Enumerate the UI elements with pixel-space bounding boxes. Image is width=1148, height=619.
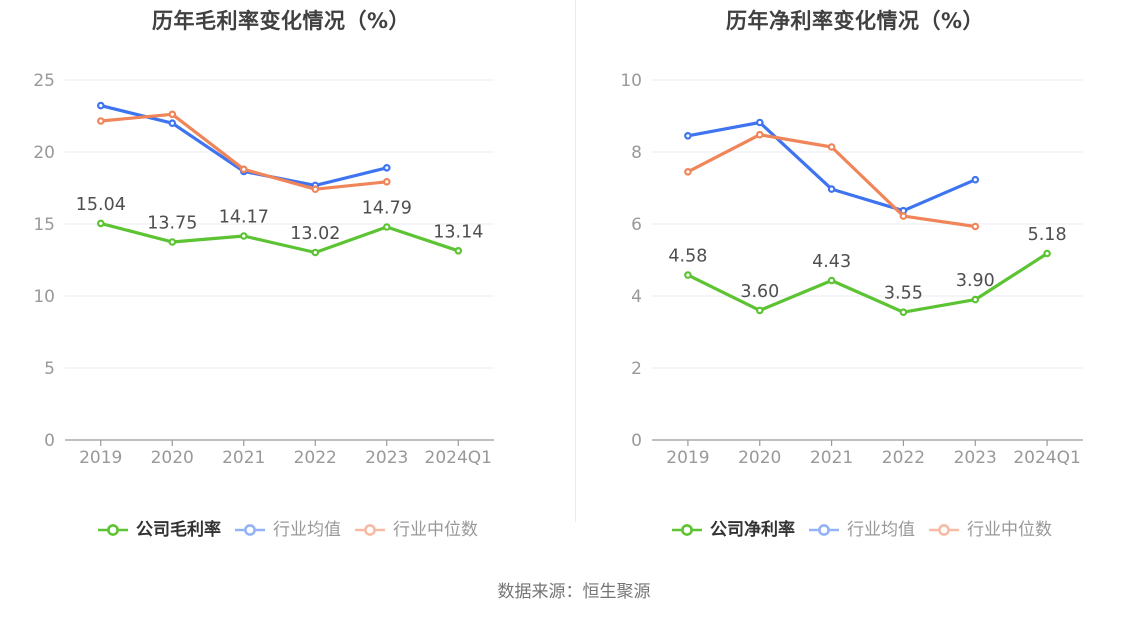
gross-margin-panel: 0 5 10 15 20 25 2019 2020 2021 2022 2023 2024Q1 15.0… (0, 0, 574, 560)
data-point-marker[interactable] (97, 219, 105, 228)
data-point-marker[interactable] (756, 118, 764, 127)
data-point-label: 14.17 (219, 208, 269, 228)
x-axis-tick-label: 2019 (79, 448, 122, 468)
y-axis-tick-label: 2 (631, 359, 642, 379)
data-point-marker[interactable] (971, 222, 980, 231)
y-axis-tick-label: 25 (33, 71, 55, 91)
data-point-marker[interactable] (971, 295, 980, 304)
y-axis-tick-label: 10 (33, 287, 55, 307)
data-point-marker[interactable] (827, 185, 836, 193)
legend-label: 行业均值 (273, 520, 341, 540)
series-line (686, 120, 977, 213)
data-point-label: 4.43 (812, 252, 851, 272)
legend-line-marker-icon (98, 524, 128, 536)
data-point-marker[interactable] (899, 308, 908, 317)
x-axis-tick-label: 2024Q1 (1013, 448, 1080, 468)
data-point-marker[interactable] (168, 119, 177, 128)
y-axis-tick-label: 5 (44, 359, 55, 379)
gross-margin-chart-title: 历年毛利率变化情况（%） (151, 9, 411, 33)
legend-item-1[interactable]: 行业均值 (807, 520, 915, 540)
y-axis-tick-label: 15 (33, 215, 55, 235)
x-axis-tick-label: 2020 (738, 448, 781, 468)
legend-label: 公司净利率 (710, 520, 795, 540)
x-axis-tick-label: 2021 (810, 448, 853, 468)
legend-item-1[interactable]: 行业均值 (233, 520, 341, 540)
legend-line-marker-icon (355, 524, 385, 536)
x-axis-tick-label: 2021 (222, 448, 265, 468)
data-point-marker[interactable] (311, 248, 320, 257)
data-point-label: 15.04 (76, 195, 126, 215)
data-point-marker[interactable] (684, 168, 692, 176)
y-axis-tick-label: 8 (631, 143, 642, 163)
data-point-marker[interactable] (382, 164, 391, 172)
legend-label: 行业中位数 (967, 520, 1052, 540)
legend-label: 行业均值 (847, 520, 915, 540)
panel-divider (575, 0, 576, 522)
data-point-marker[interactable] (827, 276, 836, 285)
data-point-marker[interactable] (97, 101, 105, 110)
data-point-label: 13.75 (147, 214, 197, 234)
data-point-marker[interactable] (971, 175, 980, 184)
series-line (99, 221, 460, 255)
net-margin-panel: 0 2 4 6 8 10 2019 2020 2021 2022 2023 2024Q1 4.58 3.6… (574, 0, 1148, 560)
y-axis-tick-label: 4 (631, 287, 642, 307)
data-point-label: 3.60 (740, 282, 779, 302)
data-point-marker[interactable] (756, 306, 764, 315)
gross-margin-line-chart: 0 5 10 15 20 25 2019 2020 2021 2022 2023 2024Q1 15.0… (33, 71, 494, 468)
net-margin-legend: 公司净利率 行业均值 行业中位数 (574, 516, 1148, 544)
net-margin-chart-title: 历年净利率变化情况（%） (725, 9, 985, 33)
gross-margin-legend: 公司毛利率 行业均值 行业中位数 (0, 516, 574, 544)
data-point-marker[interactable] (240, 232, 248, 240)
data-point-marker[interactable] (454, 247, 463, 255)
legend-item-2[interactable]: 行业中位数 (927, 520, 1052, 540)
legend-label: 公司毛利率 (136, 520, 221, 540)
y-axis-tick-label: 20 (33, 143, 55, 163)
data-point-marker[interactable] (827, 143, 836, 151)
data-point-label: 4.58 (668, 247, 707, 267)
x-axis-tick-label: 2019 (666, 448, 709, 468)
x-axis-tick-label: 2024Q1 (425, 448, 492, 468)
y-axis-tick-label: 6 (631, 215, 642, 235)
data-point-marker[interactable] (899, 212, 908, 220)
legend-item-0[interactable]: 公司净利率 (670, 520, 795, 540)
data-point-marker[interactable] (1043, 249, 1051, 258)
data-point-marker[interactable] (684, 132, 692, 140)
x-axis-tick-label: 2023 (954, 448, 997, 468)
net-margin-line-chart: 0 2 4 6 8 10 2019 2020 2021 2022 2023 2024Q1 4.58 3.6… (620, 71, 1083, 468)
legend-line-marker-icon (929, 524, 959, 536)
legend-line-marker-icon (672, 524, 702, 536)
data-point-marker[interactable] (168, 110, 177, 119)
data-point-marker[interactable] (97, 117, 105, 125)
x-axis-tick-label: 2022 (882, 448, 925, 468)
data-point-marker[interactable] (311, 185, 320, 194)
y-axis-tick-label: 0 (44, 431, 55, 451)
data-point-label: 5.18 (1028, 225, 1067, 245)
x-axis-tick-label: 2022 (294, 448, 337, 468)
x-axis-tick-label: 2020 (151, 448, 194, 468)
x-axis-tick-label: 2023 (365, 448, 408, 468)
data-point-marker[interactable] (756, 130, 764, 139)
legend-item-2[interactable]: 行业中位数 (353, 520, 478, 540)
data-point-marker[interactable] (240, 165, 248, 174)
data-point-marker[interactable] (382, 223, 391, 231)
data-point-label: 14.79 (362, 199, 412, 219)
data-point-marker[interactable] (684, 271, 692, 279)
data-point-marker[interactable] (382, 178, 391, 186)
legend-item-0[interactable]: 公司毛利率 (96, 520, 221, 540)
data-point-label: 3.90 (956, 271, 995, 291)
legend-line-marker-icon (809, 524, 839, 536)
data-point-marker[interactable] (168, 238, 177, 246)
legend-line-marker-icon (235, 524, 265, 536)
data-source-note: 数据来源：恒生聚源 (497, 582, 651, 602)
y-axis-tick-label: 0 (631, 431, 642, 451)
legend-label: 行业中位数 (393, 520, 478, 540)
data-point-label: 13.14 (433, 222, 483, 242)
y-axis-tick-label: 10 (620, 71, 642, 91)
data-point-label: 3.55 (884, 284, 923, 304)
data-point-label: 13.02 (290, 224, 340, 244)
series-line (686, 251, 1049, 314)
